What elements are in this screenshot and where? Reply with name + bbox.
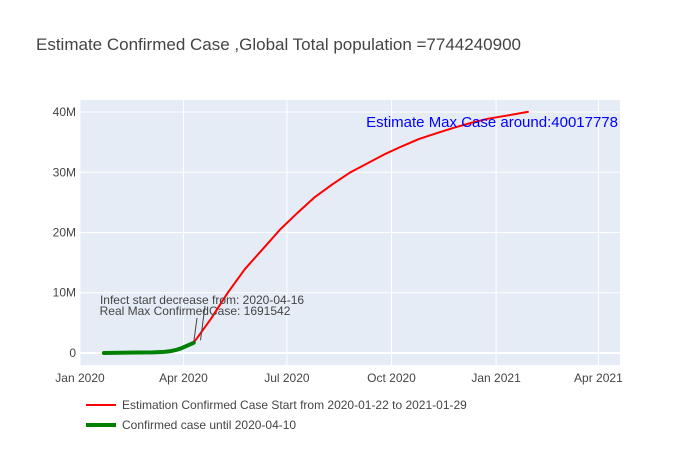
legend-label-estimation: Estimation Confirmed Case Start from 202… — [122, 398, 467, 412]
annotation-real-max: Real Max ConfirmedCase: 1691542 — [100, 304, 291, 318]
y-tick-label: 40M — [53, 105, 76, 119]
legend-item-confirmed[interactable]: Confirmed case until 2020-04-10 — [86, 418, 296, 432]
x-tick-label: Oct 2020 — [367, 371, 416, 385]
annotation-max-case: Estimate Max Case around:40017778 — [366, 114, 618, 131]
x-tick-label: Jan 2020 — [55, 371, 105, 385]
y-tick-label: 20M — [53, 226, 76, 240]
y-tick-labels: 0 10M 20M 30M 40M — [53, 105, 77, 360]
legend-label-confirmed: Confirmed case until 2020-04-10 — [122, 418, 296, 432]
x-tick-label: Apr 2021 — [574, 371, 623, 385]
legend-swatch-confirmed — [86, 423, 116, 427]
x-tick-label: Jan 2021 — [471, 371, 521, 385]
x-tick-label: Apr 2020 — [159, 371, 208, 385]
legend-item-estimation[interactable]: Estimation Confirmed Case Start from 202… — [86, 398, 467, 412]
y-tick-label: 10M — [53, 286, 76, 300]
legend-swatch-estimation — [86, 404, 116, 406]
y-tick-label: 30M — [53, 165, 76, 179]
y-tick-label: 0 — [69, 346, 76, 360]
x-tick-label: Jul 2020 — [264, 371, 310, 385]
x-tick-labels: Jan 2020 Apr 2020 Jul 2020 Oct 2020 Jan 2021… — [55, 371, 623, 385]
